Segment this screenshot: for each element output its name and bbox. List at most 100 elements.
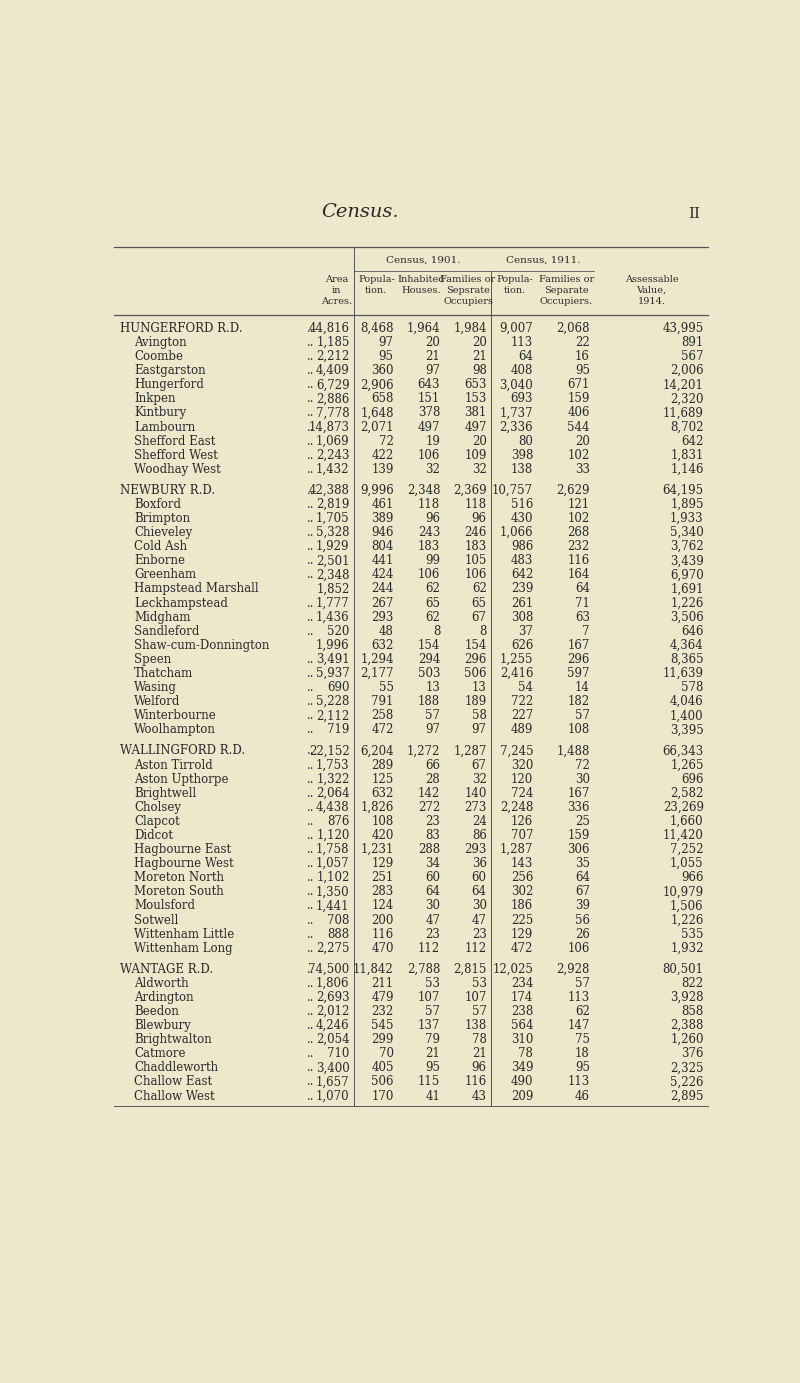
Text: 430: 430 bbox=[510, 512, 534, 526]
Text: 597: 597 bbox=[567, 667, 590, 680]
Text: 472: 472 bbox=[511, 942, 534, 954]
Text: 308: 308 bbox=[511, 611, 534, 624]
Text: ..: .. bbox=[307, 1061, 314, 1075]
Text: 506: 506 bbox=[464, 667, 486, 680]
Text: 1,777: 1,777 bbox=[316, 596, 350, 610]
Text: 719: 719 bbox=[327, 723, 350, 736]
Text: 116: 116 bbox=[567, 555, 590, 567]
Text: 20: 20 bbox=[426, 336, 440, 349]
Text: 1,226: 1,226 bbox=[670, 914, 704, 927]
Text: Inkpen: Inkpen bbox=[134, 393, 176, 405]
Text: 544: 544 bbox=[567, 420, 590, 433]
Text: 63: 63 bbox=[574, 611, 590, 624]
Text: 272: 272 bbox=[418, 801, 440, 813]
Text: 96: 96 bbox=[472, 512, 486, 526]
Text: Leckhampstead: Leckhampstead bbox=[134, 596, 228, 610]
Text: 97: 97 bbox=[426, 364, 440, 378]
Text: 1,102: 1,102 bbox=[316, 871, 350, 884]
Text: 64: 64 bbox=[472, 885, 486, 899]
Text: 1,852: 1,852 bbox=[316, 582, 350, 596]
Text: 724: 724 bbox=[511, 787, 534, 799]
Text: 13: 13 bbox=[426, 682, 440, 694]
Text: ..: .. bbox=[307, 914, 314, 927]
Text: 1,146: 1,146 bbox=[670, 463, 704, 476]
Text: 2,243: 2,243 bbox=[316, 448, 350, 462]
Text: 567: 567 bbox=[682, 350, 704, 364]
Text: 804: 804 bbox=[371, 541, 394, 553]
Text: 791: 791 bbox=[371, 696, 394, 708]
Text: 946: 946 bbox=[371, 526, 394, 539]
Text: 142: 142 bbox=[418, 787, 440, 799]
Text: 113: 113 bbox=[511, 336, 534, 349]
Text: 238: 238 bbox=[511, 1005, 534, 1018]
Text: ..: .. bbox=[307, 801, 314, 813]
Text: 2,416: 2,416 bbox=[500, 667, 534, 680]
Text: 268: 268 bbox=[567, 526, 590, 539]
Text: Beedon: Beedon bbox=[134, 1005, 179, 1018]
Text: 858: 858 bbox=[682, 1005, 704, 1018]
Text: 55: 55 bbox=[378, 682, 394, 694]
Text: 112: 112 bbox=[465, 942, 486, 954]
Text: 106: 106 bbox=[418, 448, 440, 462]
Text: Moreton South: Moreton South bbox=[134, 885, 224, 899]
Text: 22,152: 22,152 bbox=[309, 744, 350, 758]
Text: 99: 99 bbox=[426, 555, 440, 567]
Text: 483: 483 bbox=[511, 555, 534, 567]
Text: 1,737: 1,737 bbox=[500, 407, 534, 419]
Text: 64,195: 64,195 bbox=[662, 484, 704, 496]
Text: 535: 535 bbox=[682, 928, 704, 940]
Text: 261: 261 bbox=[511, 596, 534, 610]
Text: 472: 472 bbox=[371, 723, 394, 736]
Text: 1,895: 1,895 bbox=[670, 498, 704, 510]
Text: 5,328: 5,328 bbox=[316, 526, 350, 539]
Text: Speen: Speen bbox=[134, 653, 171, 667]
Text: 43: 43 bbox=[472, 1090, 486, 1102]
Text: Census.: Census. bbox=[322, 203, 399, 221]
Text: 2,320: 2,320 bbox=[670, 393, 704, 405]
Text: 479: 479 bbox=[371, 990, 394, 1004]
Text: ..: .. bbox=[307, 1047, 314, 1061]
Text: Hampstead Marshall: Hampstead Marshall bbox=[134, 582, 258, 596]
Text: Ardington: Ardington bbox=[134, 990, 194, 1004]
Text: 10,757: 10,757 bbox=[492, 484, 534, 496]
Text: 113: 113 bbox=[567, 990, 590, 1004]
Text: 95: 95 bbox=[574, 1061, 590, 1075]
Text: 143: 143 bbox=[511, 857, 534, 870]
Text: Census, 1911.: Census, 1911. bbox=[506, 256, 580, 266]
Text: 986: 986 bbox=[511, 541, 534, 553]
Text: 57: 57 bbox=[426, 709, 440, 722]
Text: WALLINGFORD R.D.: WALLINGFORD R.D. bbox=[120, 744, 246, 758]
Text: 232: 232 bbox=[371, 1005, 394, 1018]
Text: ..: .. bbox=[307, 653, 314, 667]
Text: 1,272: 1,272 bbox=[407, 744, 440, 758]
Text: 876: 876 bbox=[327, 815, 350, 828]
Text: 2,369: 2,369 bbox=[453, 484, 486, 496]
Text: 37: 37 bbox=[518, 625, 534, 638]
Text: 57: 57 bbox=[426, 1005, 440, 1018]
Text: 273: 273 bbox=[464, 801, 486, 813]
Text: Cold Ash: Cold Ash bbox=[134, 541, 187, 553]
Text: 2,006: 2,006 bbox=[670, 364, 704, 378]
Text: Wittenham Long: Wittenham Long bbox=[134, 942, 233, 954]
Text: Sotwell: Sotwell bbox=[134, 914, 178, 927]
Text: 2,906: 2,906 bbox=[360, 379, 394, 391]
Text: 516: 516 bbox=[511, 498, 534, 510]
Text: 8,468: 8,468 bbox=[360, 322, 394, 335]
Text: 96: 96 bbox=[426, 512, 440, 526]
Text: 3,040: 3,040 bbox=[499, 379, 534, 391]
Text: ..: .. bbox=[307, 942, 314, 954]
Text: 106: 106 bbox=[464, 568, 486, 581]
Text: ..: .. bbox=[307, 463, 314, 476]
Text: 642: 642 bbox=[511, 568, 534, 581]
Text: 2,068: 2,068 bbox=[556, 322, 590, 335]
Text: 239: 239 bbox=[511, 582, 534, 596]
Text: 4,046: 4,046 bbox=[670, 696, 704, 708]
Text: 2,629: 2,629 bbox=[556, 484, 590, 496]
Text: 43,995: 43,995 bbox=[662, 322, 704, 335]
Text: 632: 632 bbox=[371, 639, 394, 651]
Text: ..: .. bbox=[307, 696, 314, 708]
Text: 75: 75 bbox=[574, 1033, 590, 1046]
Text: 109: 109 bbox=[464, 448, 486, 462]
Text: 74,500: 74,500 bbox=[308, 963, 350, 976]
Text: 97: 97 bbox=[426, 723, 440, 736]
